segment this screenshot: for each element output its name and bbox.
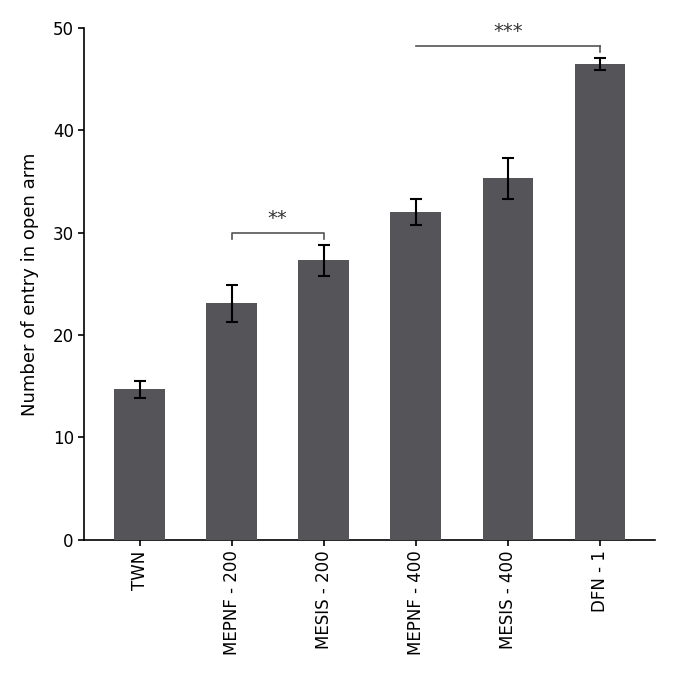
Text: ***: ***: [493, 22, 523, 41]
Bar: [206, 304, 257, 540]
Bar: [298, 260, 349, 540]
Y-axis label: Number of entry in open arm: Number of entry in open arm: [21, 152, 39, 416]
Bar: [114, 389, 165, 540]
Bar: [575, 64, 625, 540]
Text: **: **: [268, 208, 287, 228]
Bar: [483, 178, 533, 540]
Bar: [391, 212, 441, 540]
